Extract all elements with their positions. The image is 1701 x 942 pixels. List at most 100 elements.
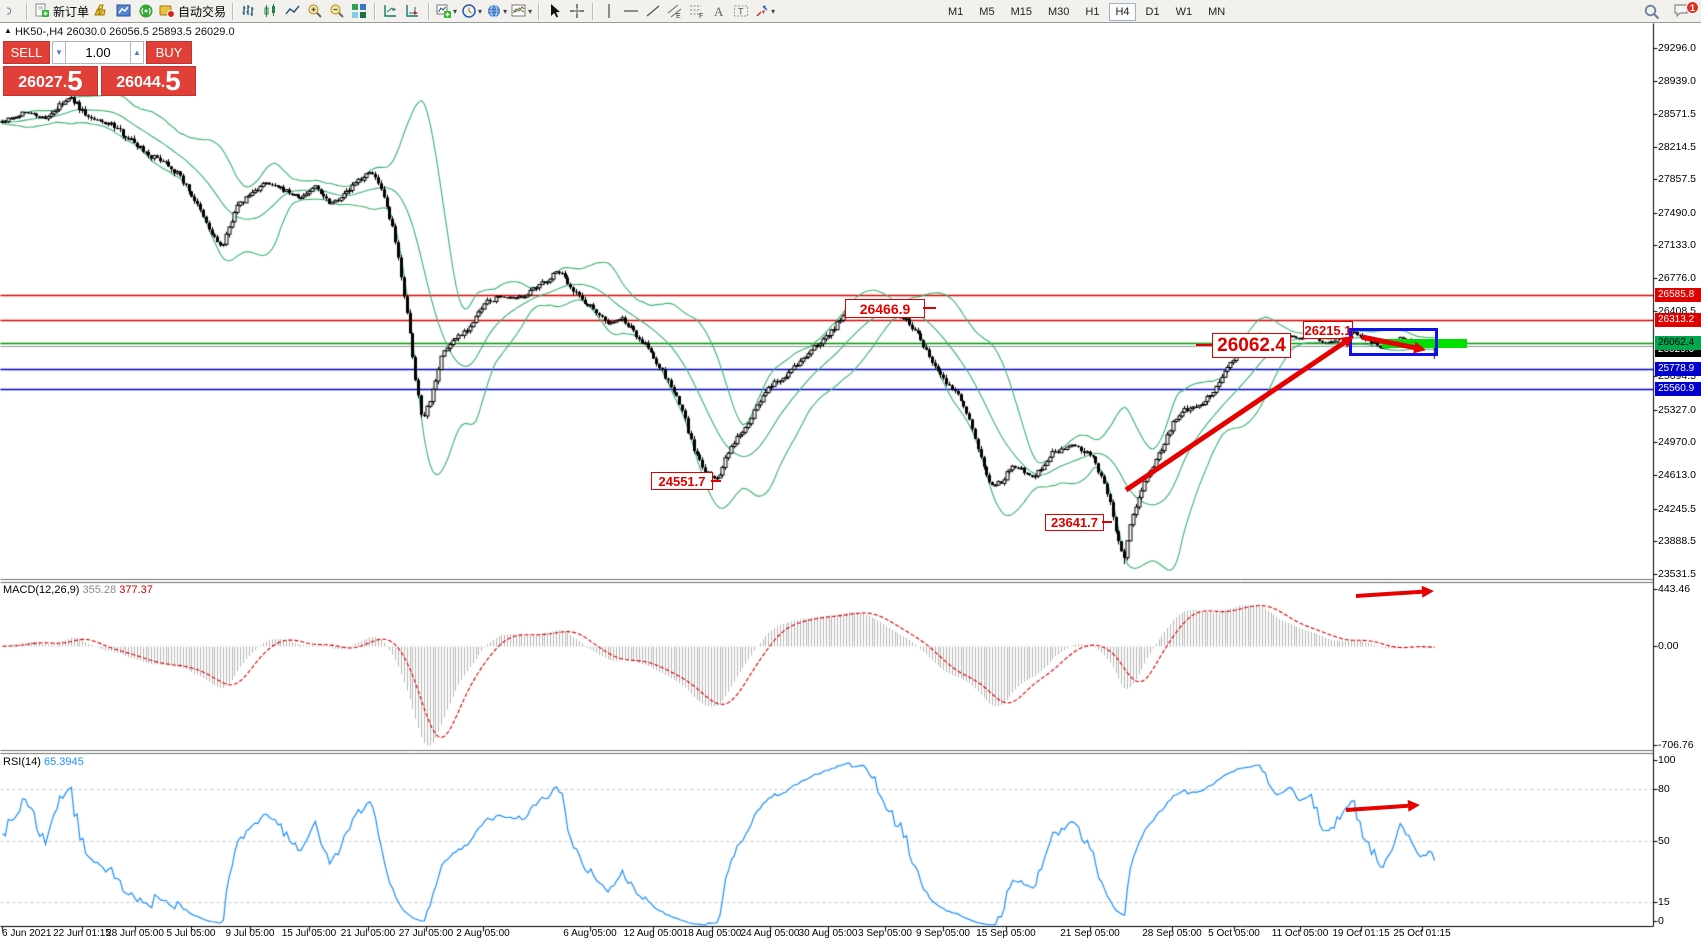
text-tool-button[interactable]: A [708, 1, 730, 21]
timeframe-h1[interactable]: H1 [1085, 5, 1100, 18]
price-tick-label: 24613.0 [1658, 469, 1696, 482]
chart-area: ▲ HK50-,H4 26030.0 26056.5 25893.5 26029… [0, 23, 1701, 942]
date-tick-label: 28 Jun 05:00 [106, 928, 164, 939]
price-annotation-label[interactable]: 26062.4 [1212, 333, 1291, 358]
price-annotation-label[interactable]: 24551.7 [651, 472, 713, 490]
line-chart-mode-button[interactable] [282, 1, 304, 21]
new-order-button[interactable]: 新订单 [32, 1, 91, 21]
timeframe-w1[interactable]: W1 [1175, 5, 1193, 18]
price-tick-label: 27857.5 [1658, 173, 1696, 186]
date-tick-label: 25 Oct 01:15 [1393, 928, 1451, 939]
svg-text:F: F [699, 13, 703, 19]
buy-button[interactable]: BUY [146, 41, 192, 64]
date-tick-label: 18 Aug 05:00 [682, 928, 742, 939]
main-toolbar: 新订单 自动交易 ▾ ▾ ▾ ▾ E F A T ▾ M1 M5 M15 M30 H1 H4 D1 W1 MN 1 [0, 0, 1701, 23]
timeframe-toolbar: M1 M5 M15 M30 H1 H4 D1 W1 MN [940, 0, 1233, 23]
date-tick-label: 6 Aug 05:00 [563, 928, 617, 939]
toolbar-separator [592, 2, 595, 20]
gold-bars-icon[interactable] [91, 1, 113, 21]
chart-shift-button[interactable] [402, 1, 424, 21]
date-tick-label: 21 Jul 05:00 [340, 928, 396, 939]
timeframe-h4[interactable]: H4 [1109, 2, 1136, 21]
chevron-down-icon: ▾ [771, 6, 776, 16]
market-watch-icon[interactable] [113, 1, 135, 21]
toolbar-separator [374, 2, 377, 20]
price-annotation-label[interactable]: 26215.1 [1303, 321, 1353, 339]
fibonacci-tool-button[interactable]: F [686, 1, 708, 21]
macd-name: MACD(12,26,9) [3, 584, 80, 596]
auto-trading-button-label: 自动交易 [178, 4, 227, 19]
price-line-label: 26062.4 [1655, 335, 1701, 350]
sell-button[interactable]: SELL [3, 41, 50, 64]
chevron-down-icon: ▾ [453, 6, 458, 16]
timeframe-d1[interactable]: D1 [1145, 5, 1160, 18]
vertical-line-tool-button[interactable] [598, 1, 620, 21]
indicators-button[interactable]: ▾ [509, 1, 534, 21]
price-tick-label: 29296.0 [1658, 42, 1696, 54]
crosshair-tool-button[interactable] [566, 1, 588, 21]
price-annotation-label[interactable]: 26466.9 [845, 299, 925, 318]
periods-button[interactable]: ▾ [459, 1, 484, 21]
price-line-label: 26585.8 [1655, 288, 1701, 303]
buy-price-display[interactable]: 26044. 5 [101, 66, 196, 96]
timeframe-m5[interactable]: M5 [979, 5, 995, 18]
timeframe-m15[interactable]: M15 [1010, 5, 1032, 18]
svg-text:E: E [676, 13, 681, 19]
price-chart-canvas[interactable] [0, 23, 1701, 942]
horizontal-line-tool-button[interactable] [620, 1, 642, 21]
timeframe-m30[interactable]: M30 [1047, 5, 1070, 18]
profiles-button[interactable]: ▾ [484, 1, 509, 21]
volume-decrease-button[interactable]: ▼ [52, 41, 66, 64]
bar-chart-mode-button[interactable] [238, 1, 260, 21]
sell-price-display[interactable]: 26027. 5 [3, 66, 98, 96]
volume-increase-button[interactable]: ▲ [130, 41, 144, 64]
consolidation-rectangle[interactable] [1349, 328, 1438, 356]
tile-windows-button[interactable] [348, 1, 370, 21]
notification-badge: 1 [1686, 0, 1699, 14]
annotation-connector [1196, 344, 1213, 346]
chevron-down-icon: ▾ [528, 6, 533, 16]
indicator-tick-label: 15 [1658, 896, 1670, 908]
date-tick-label: 30 Aug 05:00 [798, 928, 858, 939]
one-click-trade-panel: SELL ▼ 1.00 ▲ BUY 26027. 5 26044. 5 [3, 41, 196, 96]
zoom-in-button[interactable] [304, 1, 326, 21]
date-tick-label: 9 Jul 05:00 [225, 928, 275, 939]
price-line-label: 25560.9 [1655, 381, 1701, 396]
timeframe-m1[interactable]: M1 [948, 5, 964, 18]
price-tick-label: 27133.0 [1658, 239, 1696, 252]
chevron-down-icon: ▾ [478, 6, 483, 16]
trendline-tool-button[interactable] [642, 1, 664, 21]
auto-scroll-button[interactable] [380, 1, 402, 21]
search-icon[interactable] [1641, 2, 1663, 22]
price-tick-label: 27490.0 [1658, 206, 1696, 219]
macd-main-value: 355.28 [82, 584, 117, 596]
toolbar-right-icons: 1 [1641, 0, 1699, 23]
price-tick-label: 28939.0 [1658, 74, 1696, 87]
indicator-tick-label: 50 [1658, 835, 1670, 847]
price-tick-label: 28214.5 [1658, 140, 1696, 153]
price-tick-label: 24970.0 [1658, 436, 1696, 449]
new-chart-button[interactable]: ▾ [434, 1, 459, 21]
volume-input[interactable]: 1.00 [66, 41, 130, 64]
date-tick-label: 28 Sep 05:00 [1142, 928, 1202, 939]
toolbar-separator [428, 2, 431, 20]
auto-trading-button[interactable]: 自动交易 [157, 1, 228, 21]
date-tick-label: 15 Sep 05:00 [976, 928, 1036, 939]
cursor-tool-button[interactable] [544, 1, 566, 21]
text-label-tool-button[interactable]: T [730, 1, 752, 21]
price-annotation-label[interactable]: 23641.7 [1045, 514, 1104, 531]
toolbar-separator [26, 2, 28, 20]
arrows-tool-button[interactable]: ▾ [752, 1, 777, 21]
notifications-icon[interactable]: 1 [1673, 0, 1699, 22]
svg-text:A: A [714, 4, 724, 19]
timeframe-mn[interactable]: MN [1208, 5, 1226, 18]
date-tick-label: 3 Sep 05:00 [858, 928, 912, 939]
equidistant-channel-tool-button[interactable]: E [664, 1, 686, 21]
zoom-out-button[interactable] [326, 1, 348, 21]
candlestick-mode-button[interactable] [260, 1, 282, 21]
signals-icon[interactable] [135, 1, 157, 21]
ohlc-values: 26030.0 26056.5 25893.5 26029.0 [66, 26, 235, 38]
price-line-label: 25778.9 [1655, 361, 1701, 376]
date-tick-label: 19 Oct 01:15 [1332, 928, 1390, 939]
